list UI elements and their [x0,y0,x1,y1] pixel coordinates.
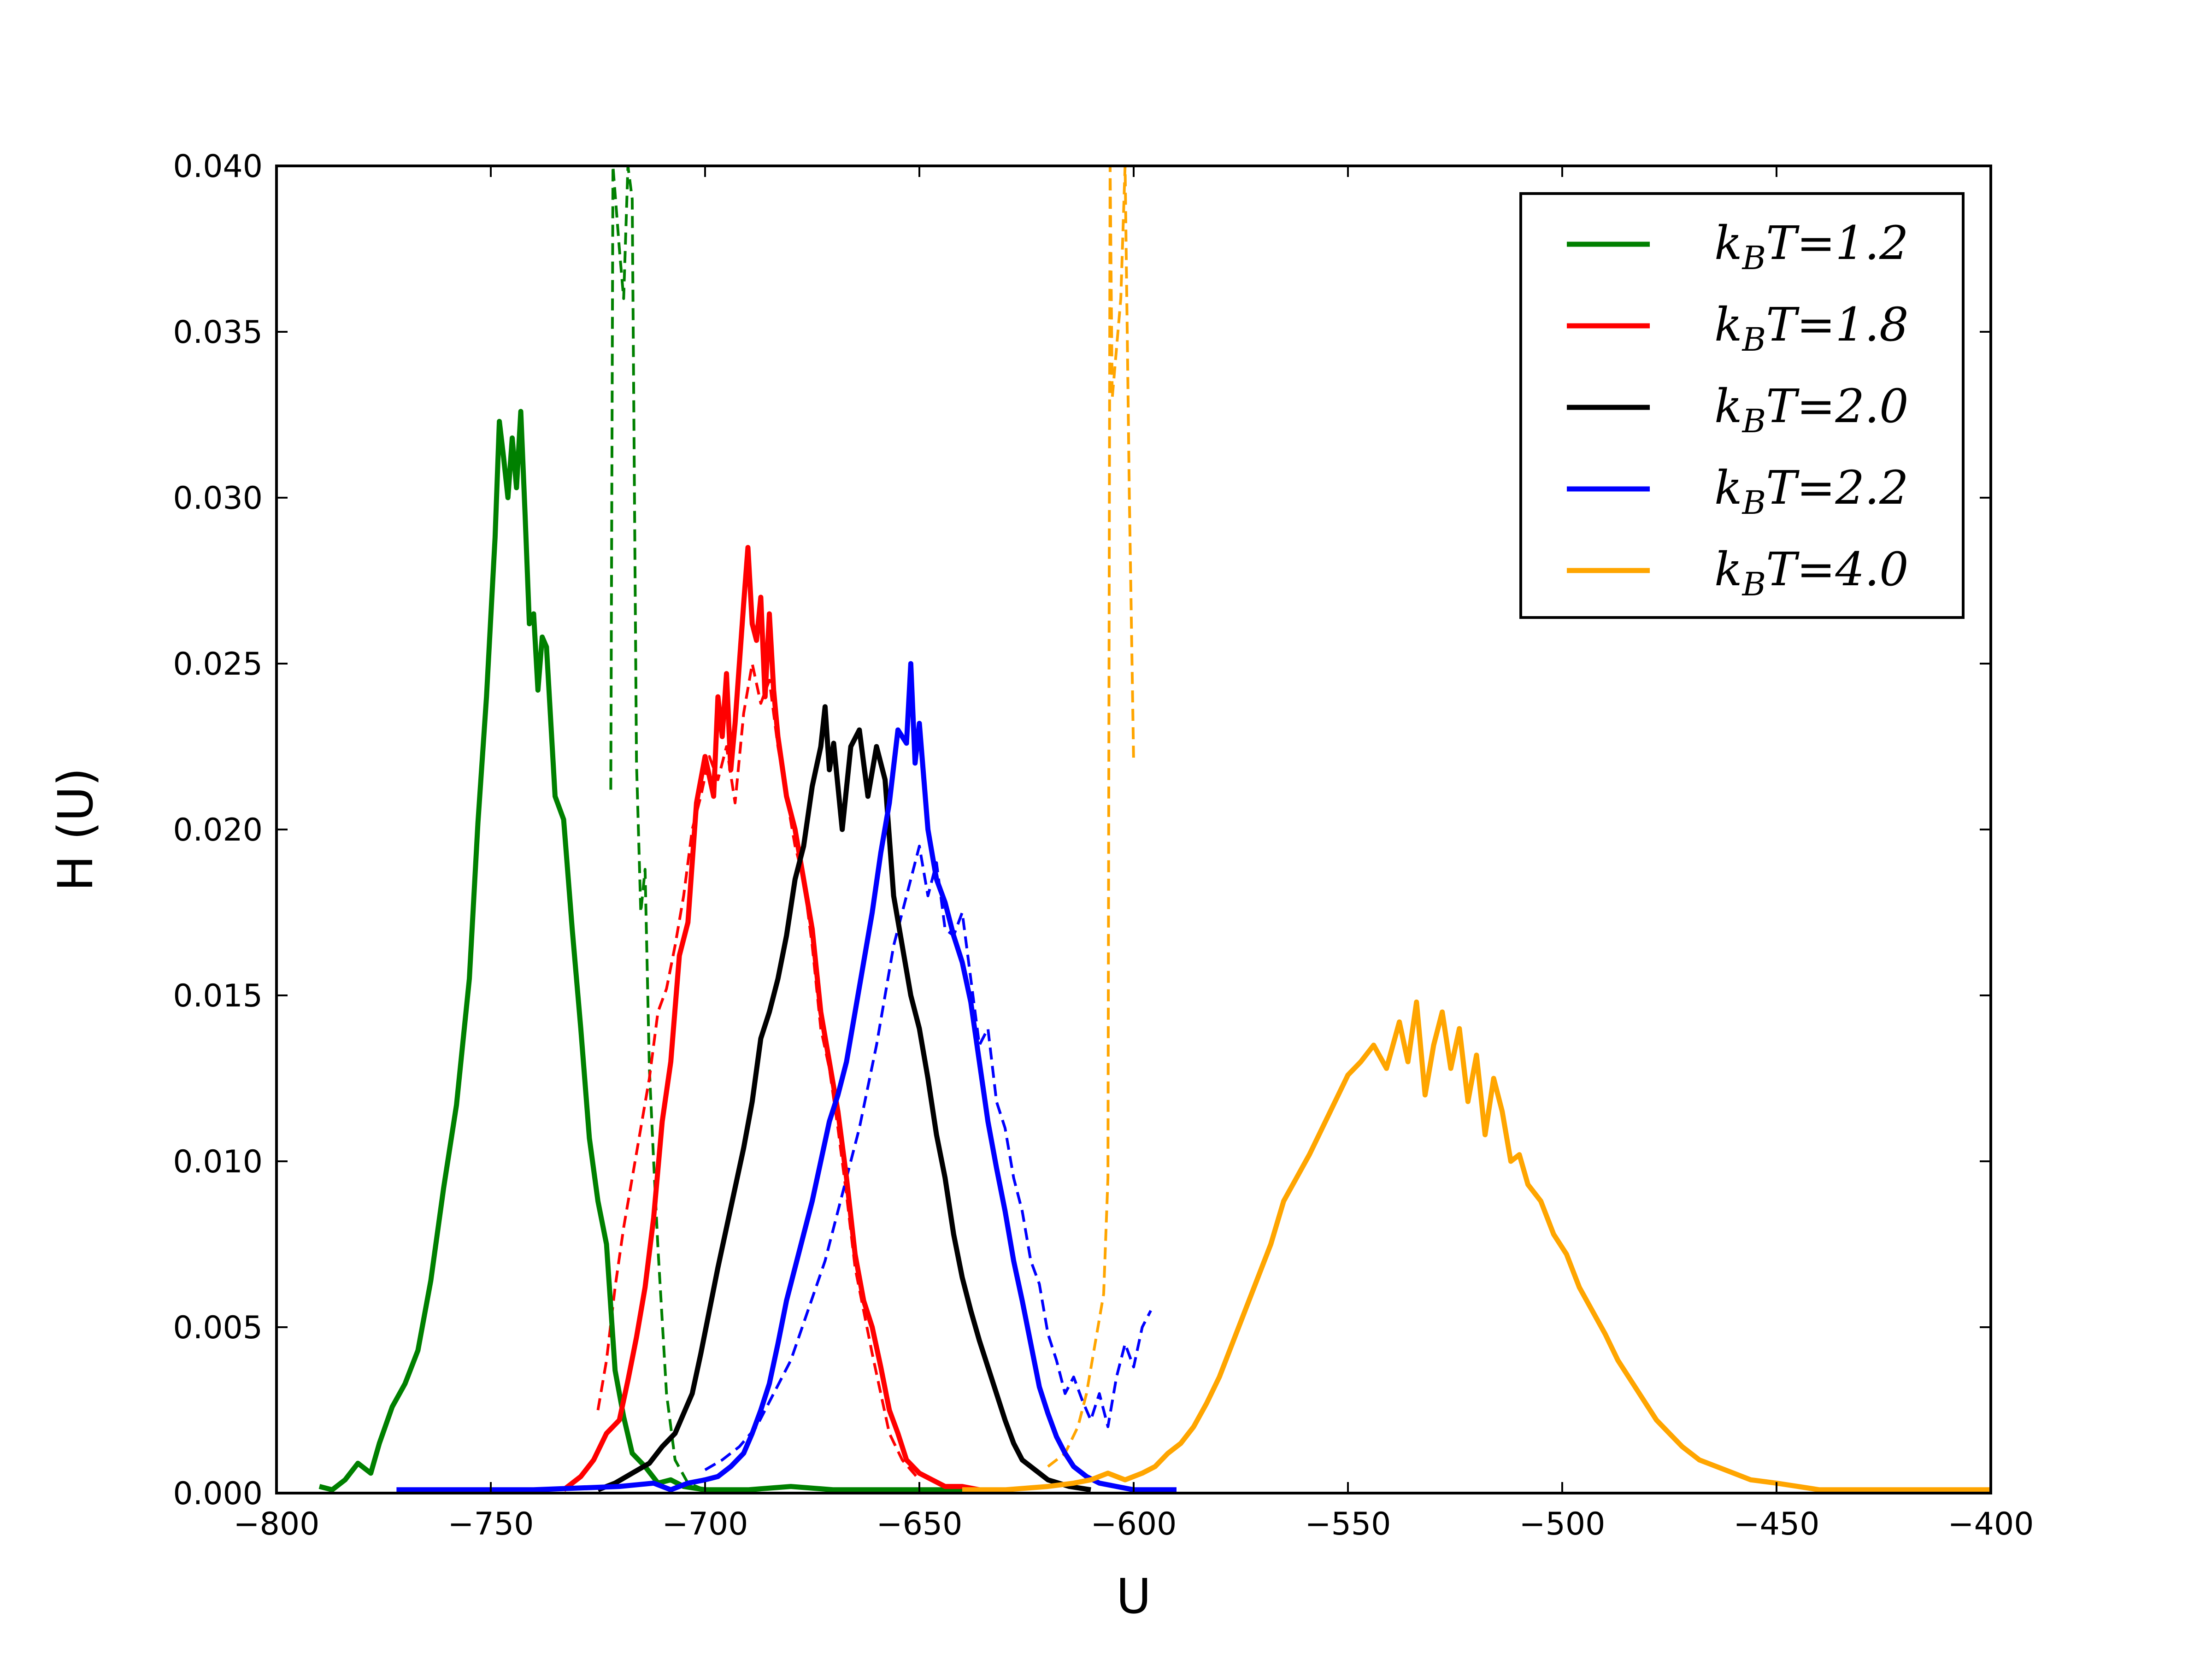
x-tick-label: −450 [1734,1506,1820,1542]
legend-label: kBT=2.0 [1714,379,1909,440]
series-line-k-b-t-1-2 [318,409,962,1493]
series-line-k-b-t-2-2 [396,661,1177,1493]
y-tick-label: 0.030 [173,480,263,517]
x-tick-label: −700 [662,1506,748,1542]
series-line-k-b-t-4-0 [962,999,1991,1493]
series-line-k-b-t-4-0-dashed- [1047,166,1135,1468]
y-tick-label: 0.015 [173,978,263,1014]
legend-label: kBT=4.0 [1714,542,1909,603]
y-tick-label: 0.035 [173,314,263,351]
x-tick-label: −550 [1305,1506,1391,1542]
series-line-k-b-t-2-0 [597,704,1091,1493]
x-tick-label: −650 [877,1506,963,1542]
x-tick-label: −500 [1519,1506,1606,1542]
y-axis-label: H (U) [47,768,104,892]
series-layer [318,166,1991,1493]
y-tick-label: 0.000 [173,1476,263,1512]
y-tick-label: 0.040 [173,148,263,185]
legend-label: kBT=1.8 [1714,298,1909,359]
series-line-k-b-t-2-2-dashed- [704,845,1152,1471]
x-tick-label: −750 [448,1506,534,1542]
ticks-layer: −800 −750 −700 −650 −600 −550 −500 −450 −400 0.00… [173,148,2034,1542]
y-tick-label: 0.020 [173,812,263,848]
y-tick-label: 0.010 [173,1144,263,1180]
series-line-k-b-t-1-2-dashed- [609,166,706,1491]
legend-label: kBT=1.2 [1714,216,1909,277]
x-tick-label: −400 [1948,1506,2034,1542]
x-axis-label: U [1116,1568,1151,1624]
legend-label: kBT=2.2 [1714,461,1909,522]
series-line-k-b-t-1-8 [562,545,980,1493]
y-tick-label: 0.025 [173,646,263,682]
legend: kBT=1.2 kBT=1.8 kBT=2.0 kBT=2.2 kBT=4.0 [1519,192,1965,619]
y-tick-label: 0.005 [173,1310,263,1346]
x-tick-label: −600 [1091,1506,1177,1542]
x-tick-label: −800 [234,1506,320,1542]
series-line-k-b-t-1-8-dashed- [596,662,921,1481]
